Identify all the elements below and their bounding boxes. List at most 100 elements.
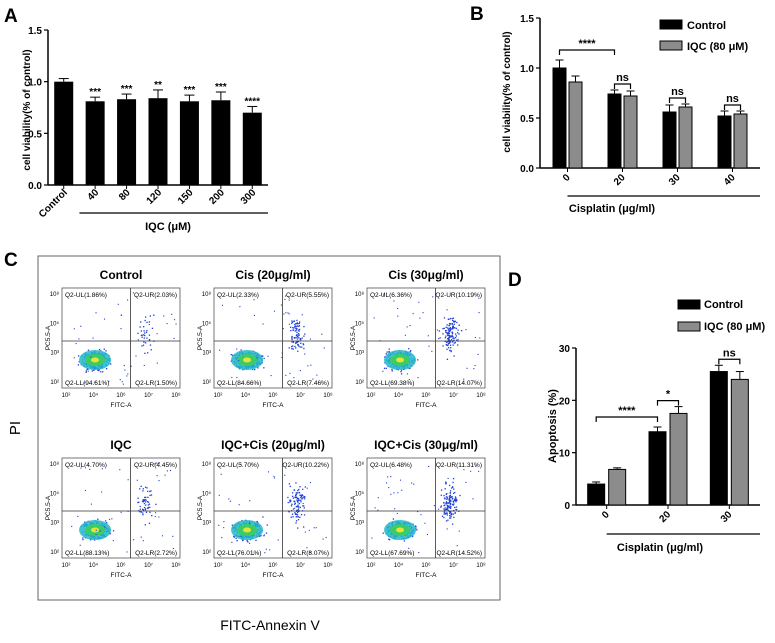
flow-scatter-dot <box>448 332 450 335</box>
flow-quadrant-ur: Q2-UR(10.22%) <box>282 462 329 469</box>
flow-scatter-dot <box>290 499 292 501</box>
flow-scatter-dot <box>385 353 387 355</box>
flow-ytick-label: 10⁸ <box>202 291 212 298</box>
flow-scatter-dot <box>442 333 444 335</box>
flow-scatter-dot <box>445 341 448 343</box>
flow-scatter-dot <box>304 333 306 335</box>
flow-quadrant-ll: Q2-LL(94.61%) <box>65 380 109 387</box>
flow-scatter-dot <box>301 498 303 500</box>
flow-scatter-dot <box>443 327 445 330</box>
flow-scatter-dot <box>156 475 158 477</box>
flow-scatter-dot <box>451 498 453 500</box>
flow-density-peak <box>396 357 405 363</box>
flow-scatter-dot <box>445 326 447 328</box>
flow-scatter-dot <box>295 325 297 328</box>
flow-scatter-dot <box>294 345 296 348</box>
flow-scatter-dot <box>450 347 452 349</box>
flow-scatter-dot <box>310 364 312 366</box>
flow-scatter-dot <box>296 341 299 343</box>
flow-scatter-dot <box>148 321 151 323</box>
chart-a-bar <box>85 101 105 185</box>
flow-scatter-dot <box>240 535 242 537</box>
chart-d-comparison-bracket <box>656 400 680 406</box>
flow-scatter-dot <box>443 494 445 497</box>
flow-scatter-dot <box>285 374 287 376</box>
flow-scatter-dot <box>295 492 297 494</box>
flow-scatter-dot <box>443 516 445 519</box>
flow-scatter-dot <box>290 505 293 507</box>
flow-xtick-label: 10⁷ <box>296 562 305 569</box>
flow-scatter-dot <box>89 539 92 541</box>
flow-scatter-dot <box>452 317 455 319</box>
flow-scatter-dot <box>298 337 300 339</box>
flow-scatter-dot <box>301 314 303 316</box>
flow-scatter-dot <box>449 342 451 344</box>
flow-scatter-dot <box>458 324 460 326</box>
flow-scatter-dot <box>300 495 303 497</box>
flow-scatter-dot <box>295 322 297 325</box>
flow-plot-xlabel: FITC-A <box>111 572 133 579</box>
flow-scatter-dot <box>105 368 108 370</box>
flow-scatter-dot <box>449 511 451 514</box>
flow-scatter-dot <box>291 335 293 338</box>
flow-xtick-label: 10⁸ <box>171 392 181 399</box>
flow-scatter-dot <box>220 473 222 475</box>
flow-scatter-dot <box>143 502 146 505</box>
flow-scatter-dot <box>262 355 264 357</box>
flow-scatter-dot <box>291 345 293 348</box>
flow-scatter-dot <box>413 483 415 485</box>
flow-scatter-dot <box>447 347 450 349</box>
flow-scatter-dot <box>145 499 147 501</box>
flow-scatter-dot <box>296 497 299 500</box>
chart-a-bar <box>179 101 199 185</box>
flow-scatter-dot <box>143 364 145 366</box>
flow-scatter-dot <box>146 487 148 489</box>
flow-scatter-dot <box>109 532 111 534</box>
flow-quadrant-ul: Q2-UL(5.70%) <box>217 462 259 469</box>
chart-b-comparison-bracket <box>558 49 616 55</box>
flow-scatter-dot <box>262 516 264 518</box>
flow-scatter-dot <box>288 347 290 349</box>
chart-b-ytick-label: 1.0 <box>520 64 534 75</box>
flow-scatter-dot <box>451 332 454 335</box>
flow-scatter-dot <box>284 298 286 300</box>
flow-scatter-dot <box>154 516 156 518</box>
flow-scatter-dot <box>417 377 419 379</box>
flow-scatter-dot <box>266 524 268 526</box>
flow-scatter-dot <box>446 514 449 516</box>
chart-b-bar-control <box>552 67 567 169</box>
chart-d-legend-swatch-iqc <box>677 321 701 332</box>
flow-scatter-dot <box>448 334 450 337</box>
flow-scatter-dot <box>144 496 146 499</box>
flow-quadrant-lr: Q2-LR(14.52%) <box>436 550 482 557</box>
flow-scatter-dot <box>142 490 144 492</box>
flow-scatter-dot <box>411 535 414 538</box>
flow-scatter-dot <box>391 370 393 372</box>
flow-quadrant-ur: Q2-UR(5.55%) <box>286 292 329 299</box>
flow-scatter-dot <box>448 499 450 501</box>
flow-scatter-dot <box>154 463 156 465</box>
flow-scatter-dot <box>427 335 429 337</box>
flow-plot-ylabel: PC5.5-A <box>350 495 357 520</box>
flow-quadrant-ll: Q2-LL(84.66%) <box>217 380 261 387</box>
flow-xtick-label: 10⁷ <box>449 392 458 399</box>
flow-quadrant-lr: Q2-LR(2.72%) <box>135 550 177 557</box>
flow-scatter-dot <box>148 334 151 336</box>
flow-scatter-dot <box>256 357 258 359</box>
chart-d-bar-iqc <box>730 378 749 506</box>
flow-scatter-dot <box>303 325 305 328</box>
chart-b-bar-iqc <box>678 106 693 169</box>
flow-scatter-dot <box>301 494 303 496</box>
flow-scatter-dot <box>303 496 305 498</box>
flow-scatter-dot <box>82 538 84 541</box>
flow-scatter-dot <box>141 334 143 336</box>
flow-scatter-dot <box>90 356 92 358</box>
flow-scatter-dot <box>87 370 89 372</box>
flow-scatter-dot <box>474 364 476 367</box>
flow-scatter-dot <box>449 336 451 338</box>
flow-scatter-dot <box>291 348 293 350</box>
flow-scatter-dot <box>144 509 147 511</box>
flow-scatter-dot <box>292 508 295 510</box>
flow-y-axis-label: PI <box>7 421 24 435</box>
flow-scatter-dot <box>451 341 454 343</box>
